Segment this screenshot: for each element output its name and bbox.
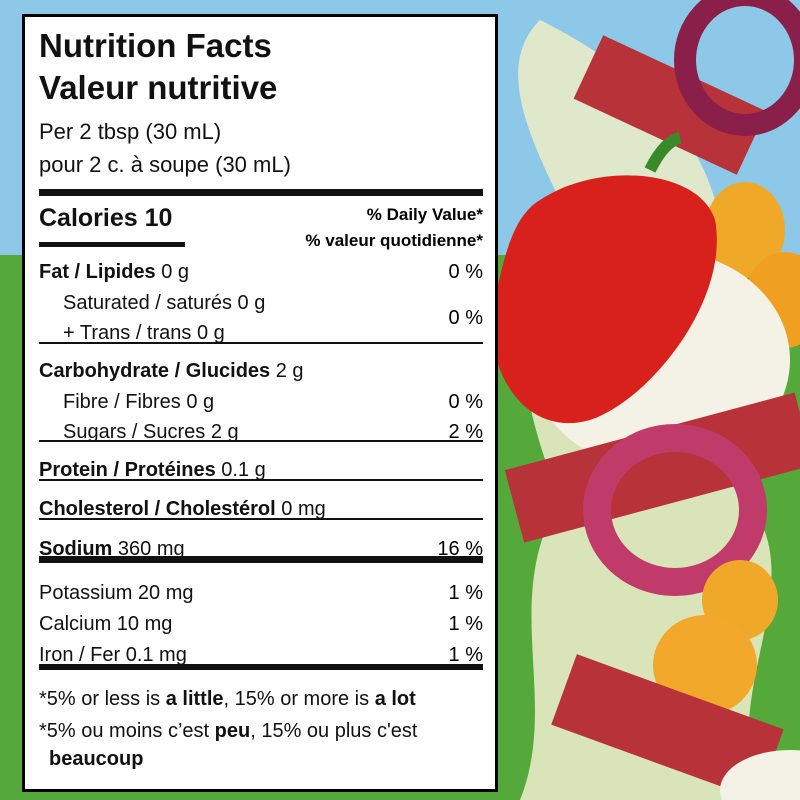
- nutrient-amount: 0.1 g: [221, 459, 266, 481]
- daily-value: 1 %: [448, 644, 483, 666]
- nutrition-label: Nutrition Facts Valeur nutritive Per 2 t…: [22, 14, 498, 792]
- nutrient-name: Carbohydrate / Glucides: [39, 360, 271, 382]
- nutrient-row: Sodium 360 mg: [39, 537, 185, 561]
- sub-nutrient: Saturated / saturés 0 g: [63, 292, 266, 314]
- nutrient-row: Carbohydrate / Glucides 2 g: [39, 359, 304, 383]
- sub-nutrient: Fibre / Fibres 0 g: [63, 391, 215, 413]
- nutrient-amount: 2 g: [275, 360, 304, 382]
- daily-value: 1 %: [448, 582, 483, 604]
- nutrient-amount: 0 mg: [281, 498, 326, 520]
- daily-value: 2 %: [448, 421, 483, 443]
- rule: [39, 189, 483, 196]
- footnote-text: a little: [165, 688, 224, 710]
- daily-value: 0 %: [448, 307, 483, 329]
- rule: [39, 664, 483, 670]
- sub-nutrient: Sugars / Sucres 2 g: [63, 421, 239, 443]
- daily-value: 0 %: [448, 391, 483, 413]
- daily-value-header: % valeur quotidienne*: [305, 231, 483, 250]
- nutrient-row: Cholesterol / Cholestérol 0 mg: [39, 497, 326, 521]
- rule: [39, 518, 483, 520]
- nutrient-name: Sodium: [39, 538, 113, 560]
- footnote-text: a lot: [374, 688, 416, 710]
- serving: Per 2 tbsp (30 mL): [39, 119, 222, 144]
- footnote-text: , 15% or more is: [223, 688, 375, 710]
- title: Nutrition Facts: [39, 27, 272, 64]
- nutrient-name: Protein / Protéines: [39, 459, 216, 481]
- title: Valeur nutritive: [39, 69, 278, 106]
- rule: [39, 479, 483, 481]
- rule: [39, 440, 483, 442]
- footnote-text: *5% or less is: [39, 688, 166, 710]
- footnote: *5% or less is a little, 15% or more is …: [39, 687, 416, 711]
- calories: Calories 10: [39, 204, 173, 232]
- nutrient-name: Cholesterol / Cholestérol: [39, 498, 276, 520]
- nutrient-amount: 0 g: [161, 261, 190, 283]
- serving: pour 2 c. à soupe (30 mL): [39, 152, 291, 177]
- footnote-text: *5% ou moins c’est: [39, 720, 215, 742]
- rule: [39, 556, 483, 563]
- nutrient-row: Calcium 10 mg: [39, 613, 173, 635]
- daily-value-header: % Daily Value*: [366, 205, 483, 224]
- footnote: *5% ou moins c’est peu, 15% ou plus c'es…: [39, 719, 417, 743]
- footnote: beaucoup: [49, 747, 143, 771]
- sub-nutrient: + Trans / trans 0 g: [63, 322, 225, 344]
- rule: [39, 342, 483, 344]
- daily-value: 0 %: [448, 261, 483, 283]
- footnote-text: beaucoup: [49, 748, 144, 770]
- nutrient-row: Fat / Lipides 0 g: [39, 260, 189, 284]
- daily-value: 16 %: [437, 538, 483, 560]
- nutrient-row: Protein / Protéines 0.1 g: [39, 458, 266, 482]
- footnote-text: , 15% ou plus c'est: [250, 720, 418, 742]
- footnote-text: peu: [214, 720, 251, 742]
- daily-value: 1 %: [448, 613, 483, 635]
- nutrient-row: Potassium 20 mg: [39, 582, 194, 604]
- nutrient-amount: 360 mg: [117, 538, 185, 560]
- rule: [39, 242, 185, 247]
- nutrient-row: Iron / Fer 0.1 mg: [39, 644, 187, 666]
- nutrient-name: Fat / Lipides: [39, 261, 156, 283]
